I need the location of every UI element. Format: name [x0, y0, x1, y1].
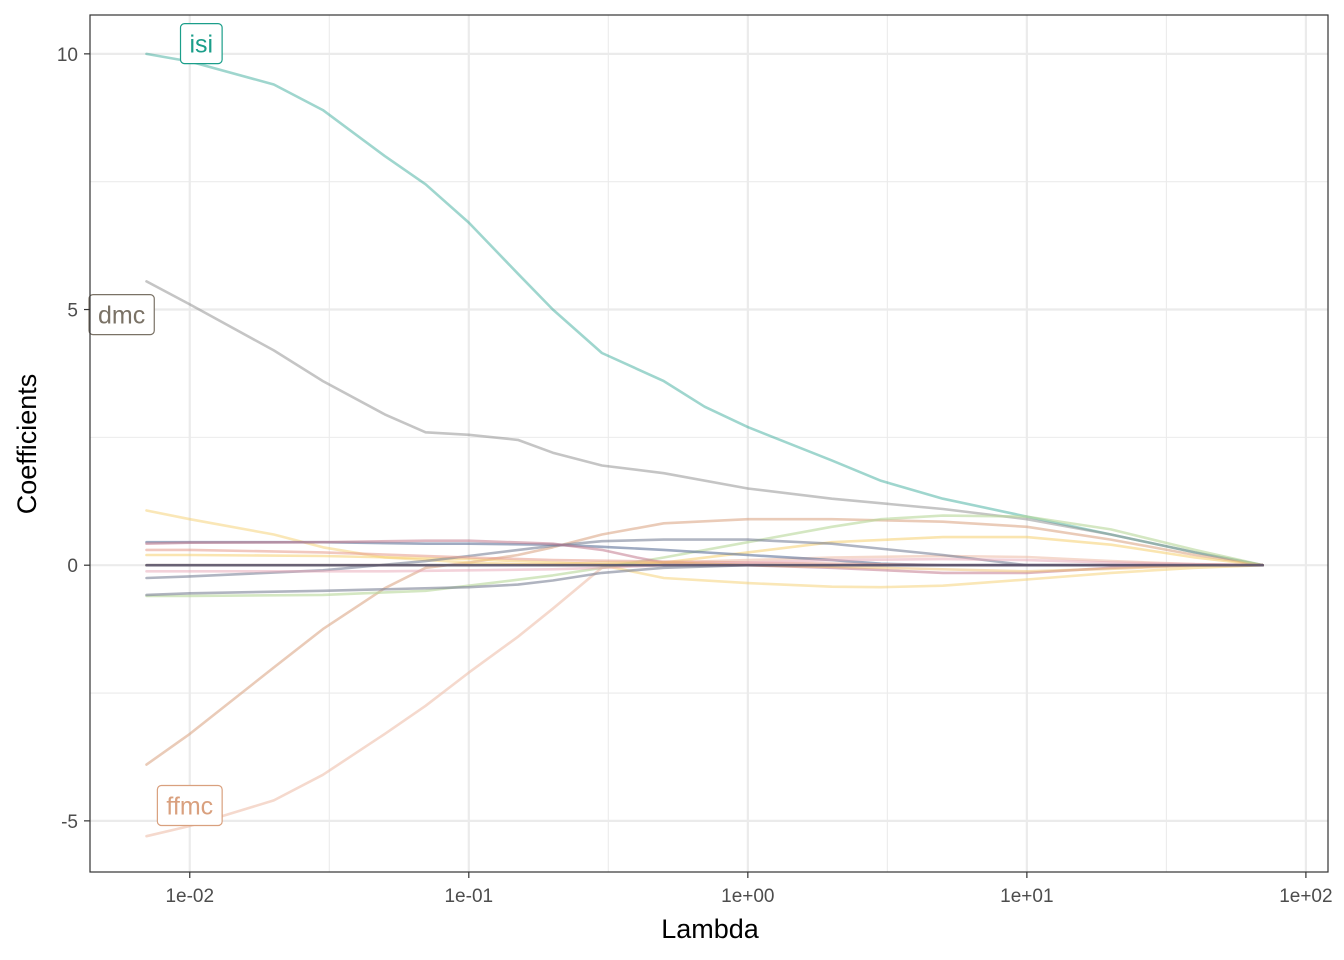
series-label-text: ffmc: [166, 793, 213, 821]
series-line-4: [145, 554, 1264, 838]
x-tick-label: 1e+00: [721, 886, 774, 907]
series-label-text: dmc: [98, 302, 145, 330]
x-tick-label: 1e-02: [165, 886, 214, 907]
x-tick-label: 1e-01: [444, 886, 493, 907]
series-label-isi: isi: [179, 23, 223, 65]
y-tick-label: 10: [57, 45, 78, 66]
series-line-dmc: [145, 280, 1264, 567]
y-tick-label: -5: [61, 812, 78, 833]
panel-border: [89, 14, 1329, 873]
series-line-7: [145, 514, 1264, 598]
x-axis-ticks: 1e-02 1e-01 1e+00 1e+01 1e+02: [165, 872, 1333, 907]
series-line-6: [145, 535, 1264, 567]
panel-background: [90, 15, 1328, 872]
series-line-isi: [145, 52, 1264, 567]
series-label-box: [88, 294, 155, 336]
series-label-ffmc: ffmc: [156, 784, 223, 827]
series-label-box: [156, 784, 223, 827]
y-tick-label: 5: [67, 301, 78, 322]
y-axis-ticks: -5 0 5 10: [57, 45, 90, 833]
x-axis-title: Lambda: [661, 914, 760, 944]
series-line-ffmc: [145, 517, 1264, 766]
x-tick-label: 1e+02: [1279, 886, 1332, 907]
series-labels: isi dmc ffmc: [88, 23, 223, 827]
minor-gridlines: [90, 15, 1328, 872]
series-label-dmc: dmc: [88, 294, 155, 336]
series-label-text: isi: [190, 31, 214, 59]
series-line-9: [145, 538, 1264, 580]
y-axis-title: Coefficients: [12, 374, 42, 515]
x-tick-label: 1e+01: [1000, 886, 1053, 907]
series-label-box: [179, 23, 223, 65]
y-tick-label: 0: [67, 556, 78, 577]
series-lines: [145, 52, 1264, 838]
